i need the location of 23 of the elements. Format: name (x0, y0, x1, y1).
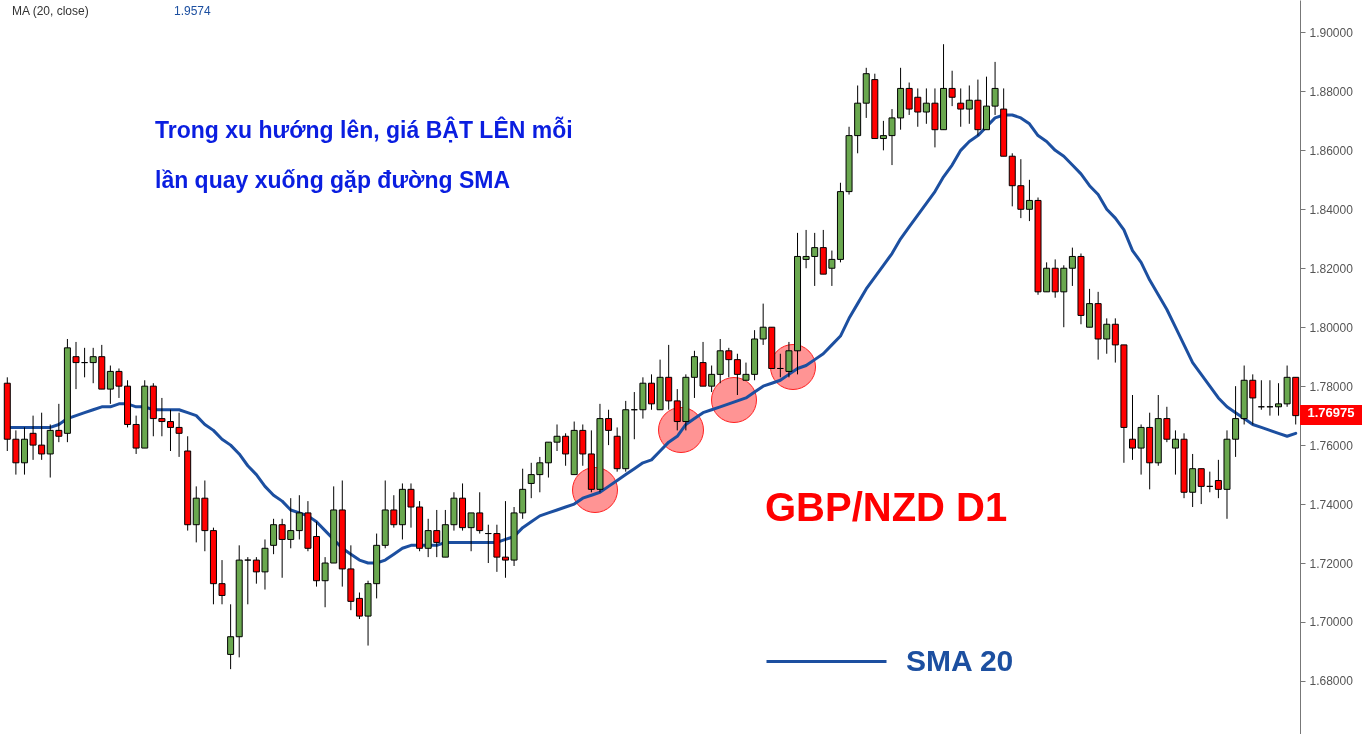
candlestick (1197, 468, 1205, 505)
candlestick (244, 556, 252, 605)
candlestick (270, 518, 278, 555)
annotation: GBP/NZD D1 (765, 485, 1008, 530)
text: 1.76975 (1300, 405, 1362, 425)
y-tick-label: 1.84000 (1309, 202, 1354, 217)
annotation: MA (20, close) (12, 4, 89, 18)
candlestick (227, 603, 235, 670)
annotation: 1.9574 (174, 4, 211, 18)
y-tick-label: 1.80000 (1309, 320, 1354, 335)
y-tick-label: 1.78000 (1309, 379, 1354, 394)
y-tick-label: 1.68000 (1309, 674, 1354, 689)
y-tick-label: 1.76000 (1309, 438, 1354, 453)
y-tick-label: 1.90000 (1309, 25, 1354, 40)
y-tick-label: 1.88000 (1309, 84, 1354, 99)
y-tick-label: 1.70000 (1309, 615, 1354, 630)
candlestick (957, 87, 965, 128)
y-tick-label: 1.74000 (1309, 497, 1354, 512)
y-tick-label: 1.72000 (1309, 556, 1354, 571)
text: Trong xu hướng lên, giá BẬT LÊN mỗi lần quay xuống gặp đường SMA (155, 115, 574, 195)
y-tick-label: 1.82000 (1309, 261, 1354, 276)
y-tick-label: 1.86000 (1309, 143, 1354, 158)
legend-label: SMA 20 (906, 643, 1014, 677)
